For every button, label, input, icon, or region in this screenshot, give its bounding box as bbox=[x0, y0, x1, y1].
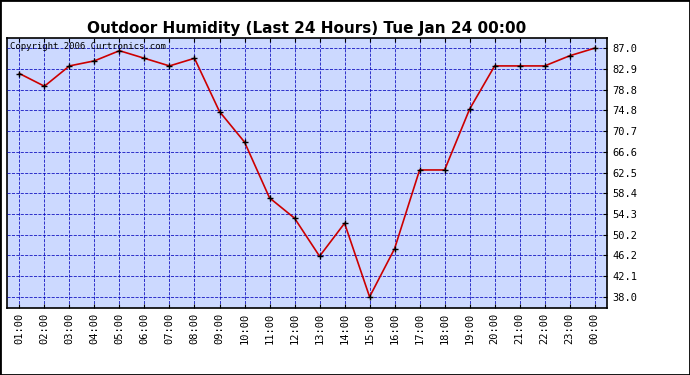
Title: Outdoor Humidity (Last 24 Hours) Tue Jan 24 00:00: Outdoor Humidity (Last 24 Hours) Tue Jan… bbox=[88, 21, 526, 36]
Text: Copyright 2006 Curtronics.com: Copyright 2006 Curtronics.com bbox=[10, 42, 166, 51]
